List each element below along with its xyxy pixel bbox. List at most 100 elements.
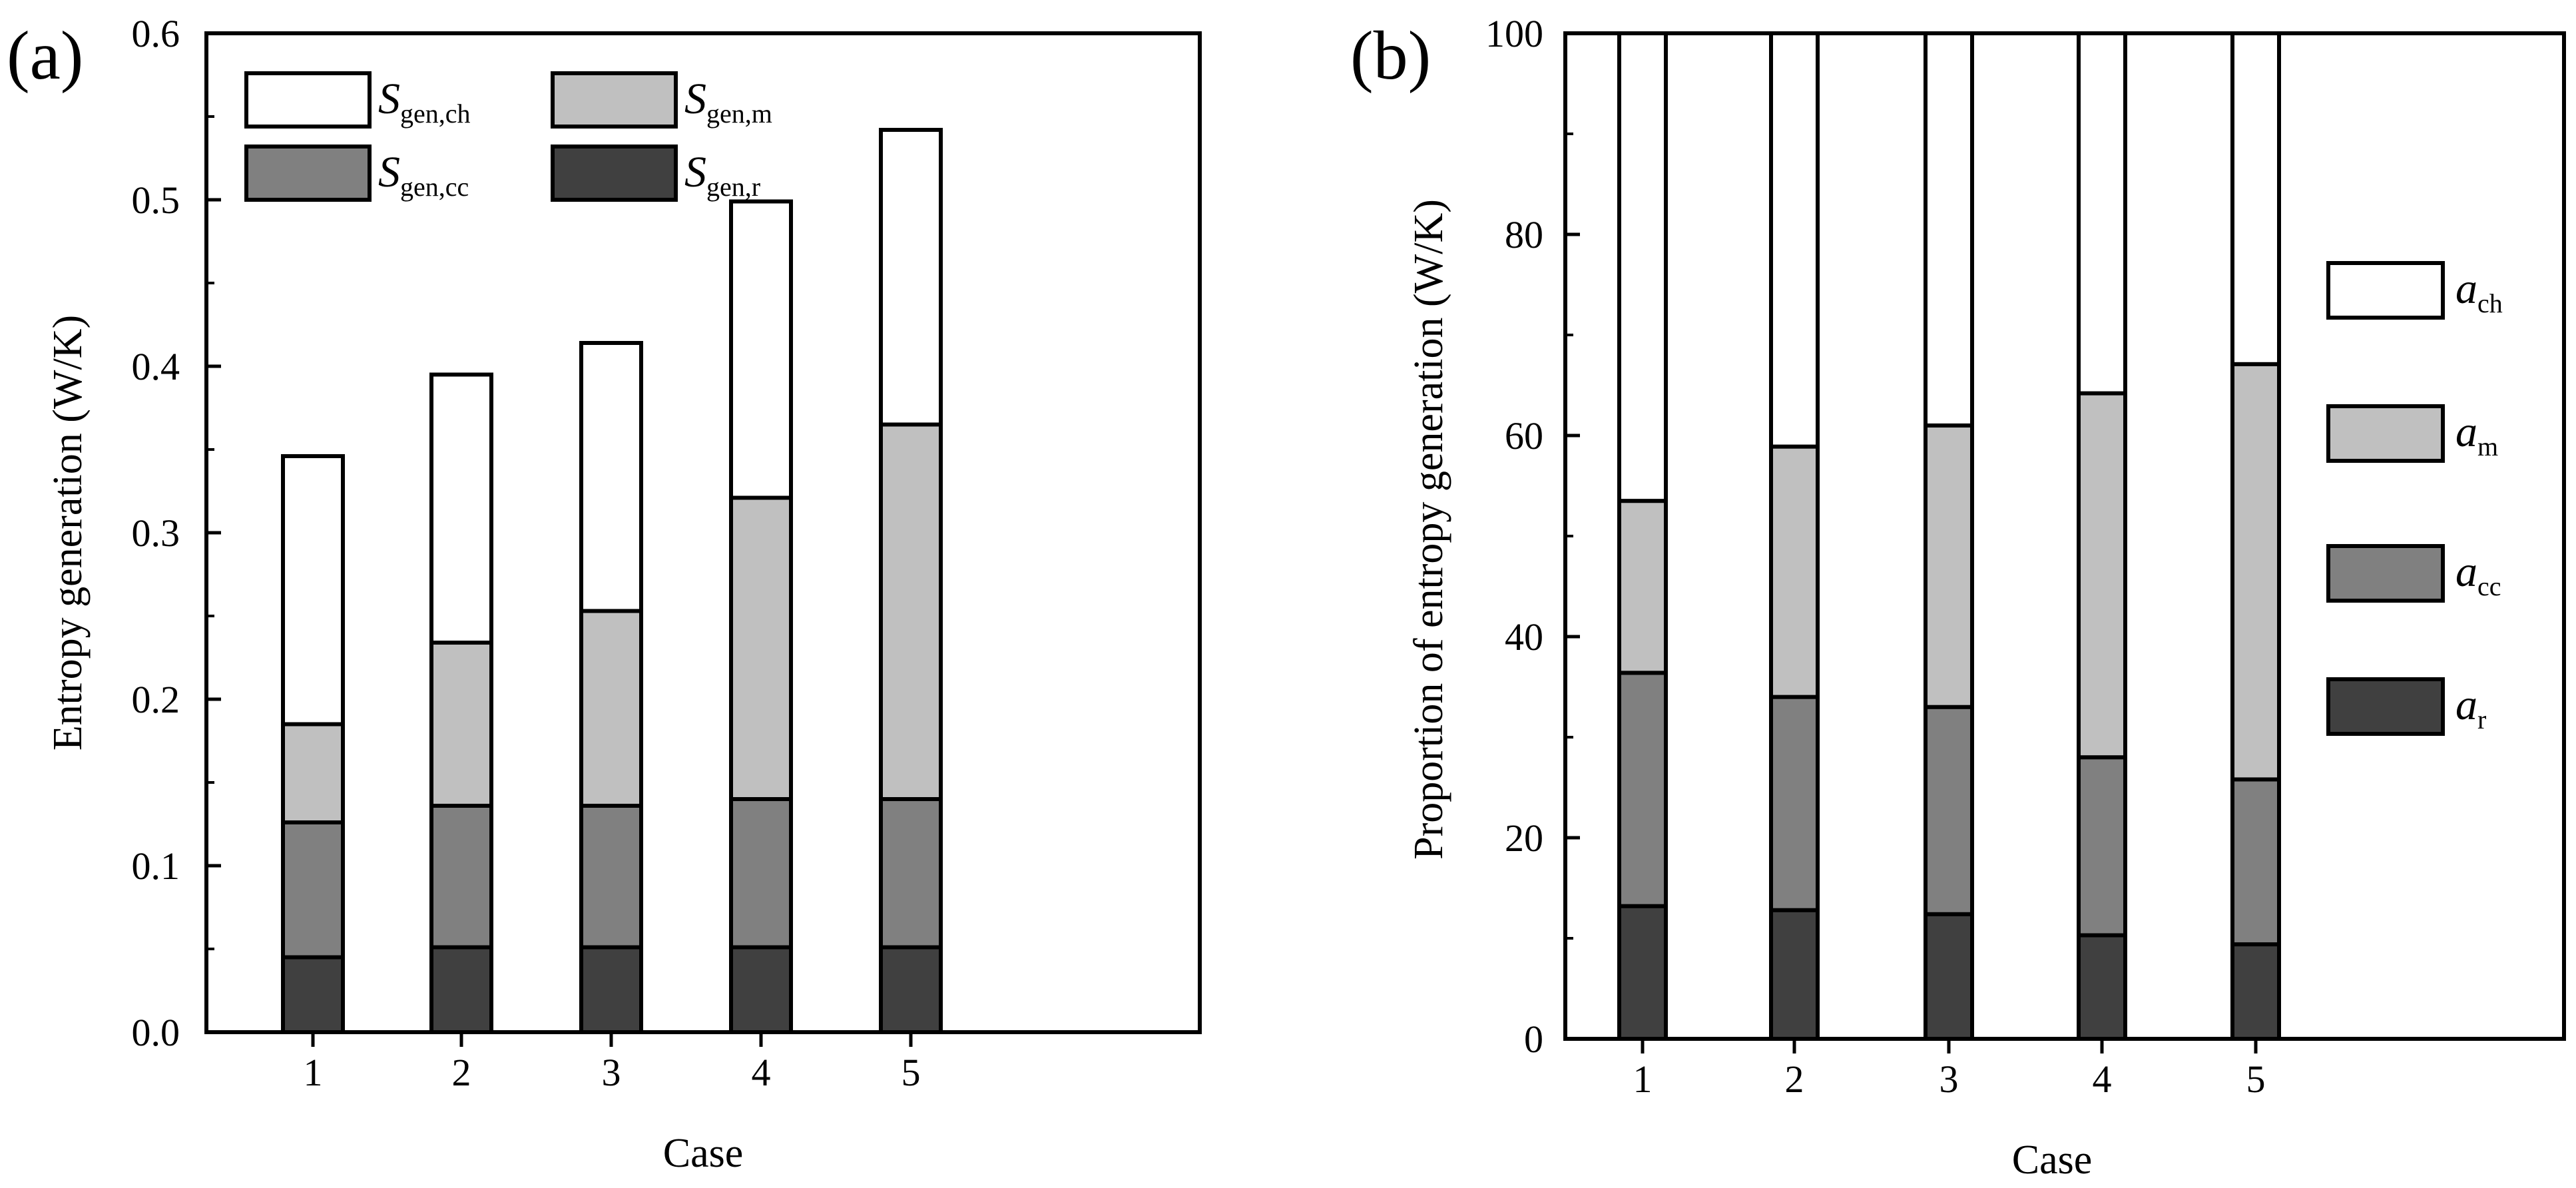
panel-b-legend: ach am acc ar xyxy=(2326,261,2503,736)
x-tick-label-a-5: 5 xyxy=(902,1051,921,1094)
panel-b-y-axis-label: Proportion of entropy generation (W/K) xyxy=(1406,199,1451,860)
bar-a-case2-m xyxy=(429,641,493,808)
y-tick-label-b-2: 40 xyxy=(1505,615,1543,659)
panel-b-bars xyxy=(1617,31,2281,1041)
legend-a-item-m: Sgen,m xyxy=(551,71,772,129)
legend-a-sub-r: gen,r xyxy=(706,172,760,202)
y-tick-label-b-4: 80 xyxy=(1505,213,1543,256)
legend-a-swatch-m xyxy=(551,71,678,129)
panel-b-x-ticks: 1 2 3 4 5 xyxy=(1633,1039,2266,1101)
bar-b-case2-r xyxy=(1769,908,1820,1041)
svg-text:acc: acc xyxy=(2455,547,2501,601)
panel-a-x-axis-label: Case xyxy=(663,1131,744,1176)
bar-b-case1-m xyxy=(1617,499,1668,675)
panel-a-y-ticks: 0.0 0.1 0.2 0.3 0.4 0.5 0.6 xyxy=(132,12,221,1054)
legend-a-sub-m: gen,m xyxy=(706,99,772,129)
bar-b-case3-cc xyxy=(1924,705,1974,916)
legend-b-symbol-ch: a xyxy=(2455,264,2477,313)
legend-b-sub-r: r xyxy=(2477,705,2486,735)
x-tick-label-b-2: 2 xyxy=(1785,1057,1804,1101)
y-tick-label-a-6: 0.6 xyxy=(132,12,180,55)
panel-b-y-ticks: 0 20 40 60 80 100 xyxy=(1485,12,1580,1061)
y-tick-label-b-1: 20 xyxy=(1505,816,1543,860)
legend-a-symbol-cc: S xyxy=(378,148,400,196)
legend-b-item-cc: acc xyxy=(2326,544,2501,603)
bar-a-case3-m xyxy=(579,609,643,808)
legend-a-item-r: Sgen,r xyxy=(551,145,760,202)
svg-text:ar: ar xyxy=(2455,681,2486,735)
bar-a-case4-ch xyxy=(729,199,793,500)
bar-b-case3-r xyxy=(1924,912,1974,1041)
legend-b-swatch-ch xyxy=(2326,261,2445,320)
svg-text:Sgen,cc: Sgen,cc xyxy=(378,148,469,202)
bar-b-case5-cc xyxy=(2230,777,2281,947)
bar-a-case3-ch xyxy=(579,341,643,613)
panel-a-bars xyxy=(281,128,943,1034)
legend-b-sub-m: m xyxy=(2477,432,2498,461)
bar-b-case5-m xyxy=(2230,362,2281,782)
panel-b-x-axis-label: Case xyxy=(2012,1137,2093,1183)
legend-a-sub-ch: gen,ch xyxy=(400,99,471,129)
legend-b-swatch-m xyxy=(2326,404,2445,463)
legend-a-swatch-r xyxy=(551,145,678,202)
legend-b-symbol-r: a xyxy=(2455,681,2477,729)
legend-b-swatch-cc xyxy=(2326,544,2445,603)
bar-a-case5-r xyxy=(879,945,943,1034)
legend-b-symbol-cc: a xyxy=(2455,547,2477,596)
legend-a-swatch-cc xyxy=(244,145,372,202)
bar-a-case2-cc xyxy=(429,804,493,950)
legend-b-symbol-m: a xyxy=(2455,408,2477,456)
panel-a-label: (a) xyxy=(7,17,83,94)
bar-b-case2-ch xyxy=(1769,31,1820,449)
legend-a-swatch-ch xyxy=(244,71,372,129)
y-tick-label-a-1: 0.1 xyxy=(132,844,180,888)
y-tick-label-a-3: 0.3 xyxy=(132,511,180,555)
x-tick-label-a-2: 2 xyxy=(452,1051,471,1094)
bar-a-case1-r xyxy=(281,955,345,1034)
x-tick-label-b-3: 3 xyxy=(1939,1057,1959,1101)
y-tick-label-a-4: 0.4 xyxy=(132,345,180,388)
y-tick-label-b-0: 0 xyxy=(1524,1018,1543,1061)
bar-b-case1-cc xyxy=(1617,671,1668,908)
bar-b-case1-ch xyxy=(1617,31,1668,503)
bar-b-case3-ch xyxy=(1924,31,1974,428)
legend-b-sub-cc: cc xyxy=(2477,571,2501,601)
y-tick-label-a-5: 0.5 xyxy=(132,178,180,222)
bar-b-case1-r xyxy=(1617,904,1668,1041)
bar-a-case3-cc xyxy=(579,804,643,950)
svg-text:am: am xyxy=(2455,408,2498,461)
bar-a-case2-r xyxy=(429,945,493,1034)
bar-a-case1-cc xyxy=(281,820,345,960)
legend-b-item-ch: ach xyxy=(2326,261,2503,320)
legend-a-item-ch: Sgen,ch xyxy=(244,71,471,129)
legend-b-item-r: ar xyxy=(2326,677,2486,736)
panel-a-legend: Sgen,ch Sgen,m Sgen,cc Sgen,r xyxy=(244,71,772,202)
bar-a-case1-m xyxy=(281,722,345,824)
panel-b-label: (b) xyxy=(1350,17,1431,94)
legend-a-symbol-ch: S xyxy=(378,75,400,123)
svg-text:Sgen,m: Sgen,m xyxy=(684,75,772,129)
bar-b-case4-r xyxy=(2077,933,2127,1041)
bar-b-case5-ch xyxy=(2230,31,2281,366)
x-tick-label-a-4: 4 xyxy=(752,1051,771,1094)
legend-b-swatch-r xyxy=(2326,677,2445,736)
bar-a-case1-ch xyxy=(281,454,345,727)
bar-b-case2-cc xyxy=(1769,695,1820,912)
bar-a-case4-r xyxy=(729,945,793,1034)
legend-a-symbol-m: S xyxy=(684,75,706,123)
legend-a-item-cc: Sgen,cc xyxy=(244,145,469,202)
bar-b-case3-m xyxy=(1924,423,1974,709)
bar-b-case4-m xyxy=(2077,391,2127,760)
bar-a-case4-cc xyxy=(729,797,793,950)
bar-b-case5-r xyxy=(2230,942,2281,1041)
y-tick-label-b-5: 100 xyxy=(1485,12,1543,55)
bar-a-case5-ch xyxy=(879,128,943,427)
x-tick-label-b-1: 1 xyxy=(1633,1057,1653,1101)
x-tick-label-b-4: 4 xyxy=(2093,1057,2112,1101)
bar-a-case2-ch xyxy=(429,372,493,645)
svg-text:Sgen,r: Sgen,r xyxy=(684,148,760,202)
bar-a-case4-m xyxy=(729,495,793,801)
svg-text:ach: ach xyxy=(2455,264,2503,318)
legend-a-symbol-r: S xyxy=(684,148,706,196)
